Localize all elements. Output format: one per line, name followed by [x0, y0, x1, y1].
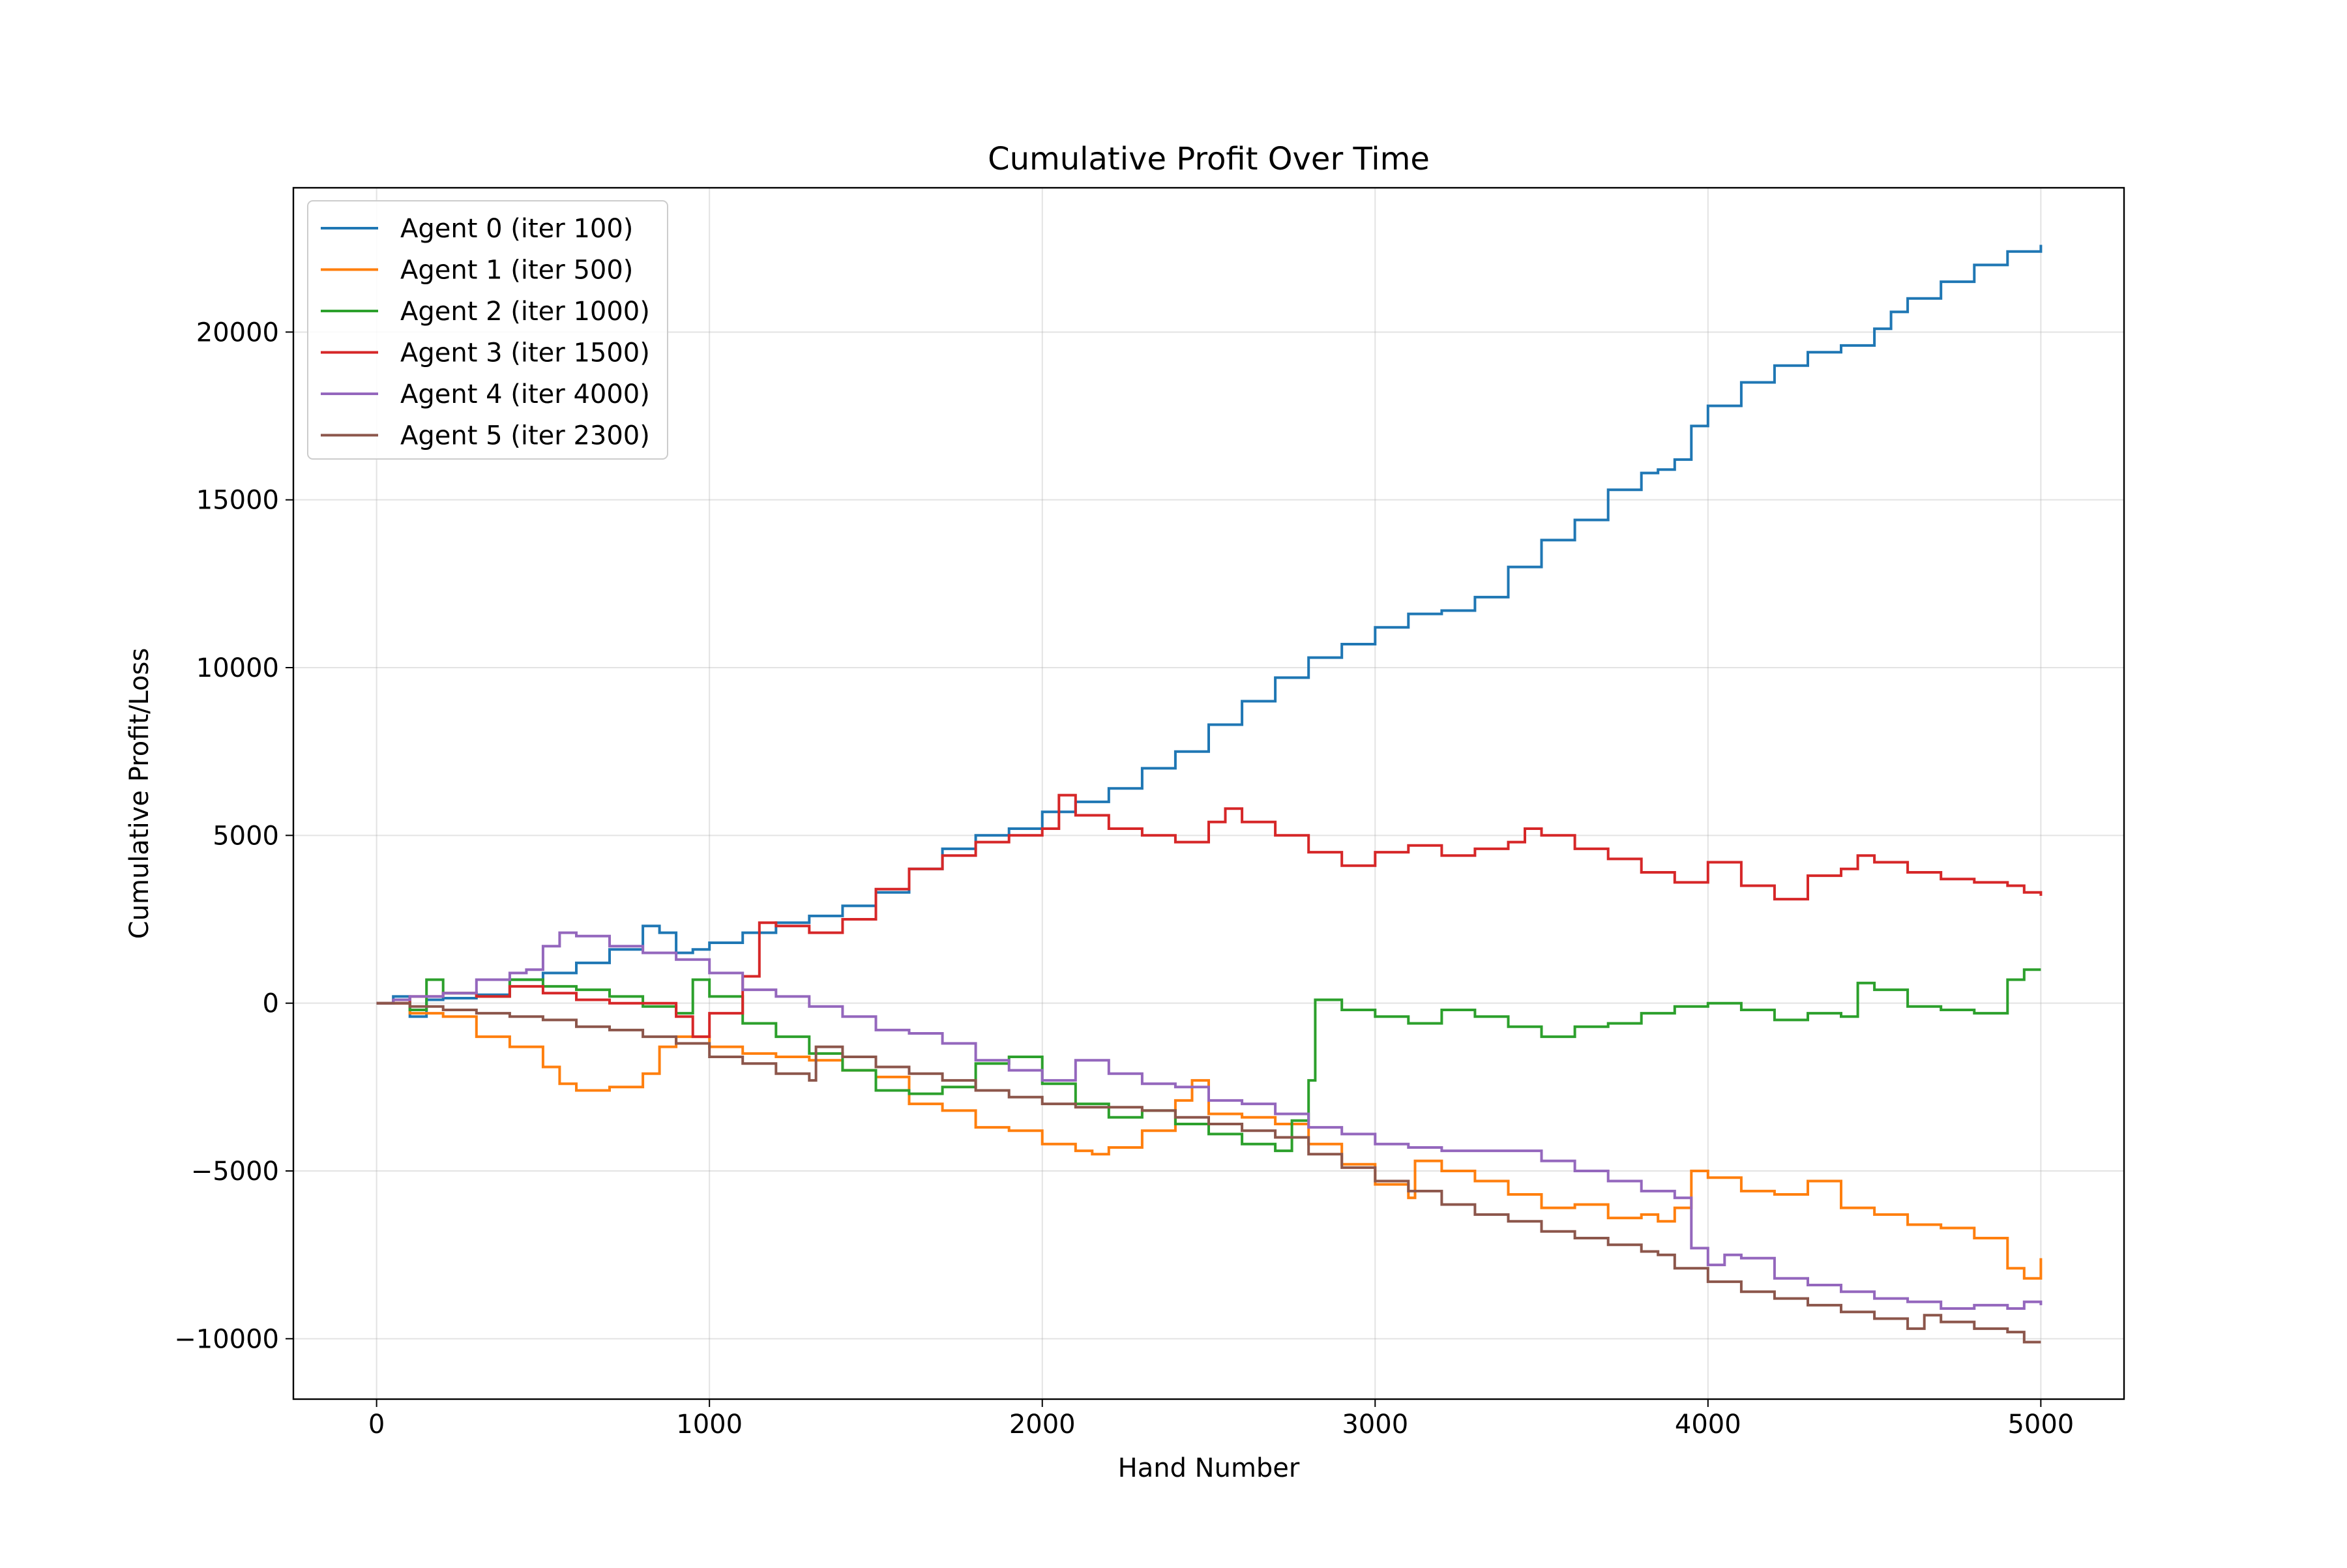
- y-axis-ticks: −10000 −5000 0 5000 10000 15000 20000: [174, 318, 293, 1354]
- x-tick-label: 3000: [1342, 1410, 1408, 1440]
- x-tick-label: 0: [368, 1410, 385, 1440]
- series-line-agent-1: [376, 1001, 2043, 1280]
- chart-title: Cumulative Profit Over Time: [988, 141, 1430, 177]
- legend-box: [307, 200, 668, 460]
- y-tick-label: −10000: [174, 1324, 279, 1354]
- legend-label-agent-1: Agent 1 (iter 500): [400, 256, 633, 286]
- plot-frame: [292, 186, 2125, 1400]
- legend-label-agent-5: Agent 5 (iter 2300): [400, 421, 650, 451]
- legend-label-agent-4: Agent 4 (iter 4000): [400, 379, 650, 409]
- x-tick-label: 4000: [1675, 1410, 1741, 1440]
- legend-label-agent-2: Agent 2 (iter 1000): [400, 297, 650, 327]
- x-tick-label: 2000: [1009, 1410, 1076, 1440]
- y-tick-label: 0: [263, 989, 279, 1019]
- legend-label-agent-3: Agent 3 (iter 1500): [400, 338, 650, 368]
- y-axis-label: Cumulative Profit/Loss: [125, 648, 155, 939]
- y-tick-label: 20000: [196, 318, 279, 348]
- series-line-agent-2: [376, 968, 2041, 1153]
- legend-label-agent-0: Agent 0 (iter 100): [400, 214, 633, 244]
- x-axis-label: Hand Number: [1118, 1453, 1300, 1483]
- y-tick-label: −5000: [191, 1157, 279, 1187]
- legend: Agent 0 (iter 100) Agent 1 (iter 500) Agen…: [307, 200, 668, 460]
- legend-entries: Agent 0 (iter 100) Agent 1 (iter 500) Agen…: [321, 214, 650, 451]
- y-tick-label: 5000: [213, 821, 279, 851]
- x-axis-ticks: 0 1000 2000 3000 4000 5000: [368, 1399, 2074, 1440]
- series-line-agent-4: [376, 931, 2043, 1310]
- x-tick-label: 1000: [676, 1410, 743, 1440]
- y-tick-label: 15000: [196, 486, 279, 516]
- y-tick-label: 10000: [196, 653, 279, 683]
- series-line-agent-5: [376, 1001, 2041, 1344]
- series-line-agent-3: [376, 793, 2043, 1039]
- x-tick-label: 5000: [2007, 1410, 2074, 1440]
- series-lines: [376, 244, 2043, 1344]
